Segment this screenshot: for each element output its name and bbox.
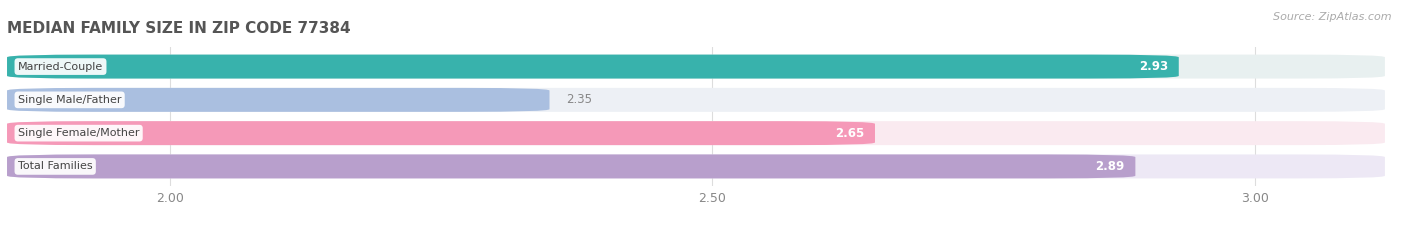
Text: 2.35: 2.35 — [565, 93, 592, 106]
Text: 2.89: 2.89 — [1095, 160, 1125, 173]
FancyBboxPatch shape — [7, 154, 1385, 178]
FancyBboxPatch shape — [7, 88, 1385, 112]
FancyBboxPatch shape — [7, 88, 550, 112]
Text: 2.93: 2.93 — [1139, 60, 1168, 73]
FancyBboxPatch shape — [7, 55, 1178, 79]
FancyBboxPatch shape — [7, 55, 1385, 79]
Text: Total Families: Total Families — [18, 161, 93, 171]
Text: Source: ZipAtlas.com: Source: ZipAtlas.com — [1274, 12, 1392, 22]
FancyBboxPatch shape — [7, 154, 1136, 178]
Text: Single Female/Mother: Single Female/Mother — [18, 128, 139, 138]
FancyBboxPatch shape — [7, 121, 1385, 145]
Text: MEDIAN FAMILY SIZE IN ZIP CODE 77384: MEDIAN FAMILY SIZE IN ZIP CODE 77384 — [7, 21, 350, 36]
Text: 2.65: 2.65 — [835, 127, 865, 140]
Text: Single Male/Father: Single Male/Father — [18, 95, 121, 105]
Text: Married-Couple: Married-Couple — [18, 62, 103, 72]
FancyBboxPatch shape — [7, 121, 875, 145]
